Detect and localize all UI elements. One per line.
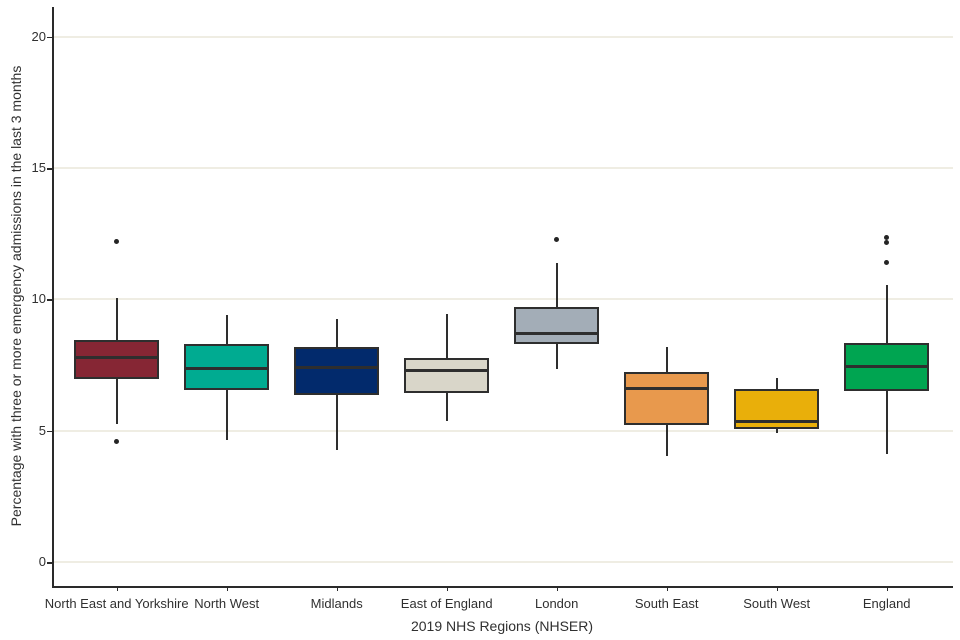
y-tick-mark xyxy=(47,430,52,433)
gridline-y-15 xyxy=(52,167,953,170)
gridline-y-10 xyxy=(52,298,953,301)
x-tick-mark xyxy=(336,586,339,591)
y-tick-mark xyxy=(47,562,52,564)
x-category-label-london: London xyxy=(534,596,579,611)
box-south-east xyxy=(624,371,710,426)
x-category-label-midlands: Midlands xyxy=(310,596,363,611)
y-tick-label: 0 xyxy=(38,554,46,569)
x-tick-mark xyxy=(116,586,119,591)
median-london xyxy=(514,332,600,336)
x-tick-mark xyxy=(556,586,559,591)
x-tick-mark xyxy=(886,586,889,591)
x-axis-line xyxy=(52,586,953,588)
x-category-label-south-west: South West xyxy=(743,596,811,611)
box-north-west xyxy=(184,344,270,390)
y-tick-mark xyxy=(47,168,52,170)
median-east-of-england xyxy=(404,368,490,372)
gridline-y-20 xyxy=(52,35,953,38)
x-tick-mark xyxy=(226,586,229,591)
x-category-label-north-east-and-yorkshire: North East and Yorkshire xyxy=(44,596,189,611)
x-tick-mark xyxy=(776,586,779,591)
box-east-of-england xyxy=(404,358,490,393)
x-axis-title: 2019 NHS Regions (NHSER) xyxy=(410,618,594,634)
x-category-label-south-east: South East xyxy=(634,596,699,611)
median-england xyxy=(844,364,930,368)
median-south-west xyxy=(734,420,820,423)
gridline-y-5 xyxy=(52,429,953,432)
outlier-england xyxy=(884,235,890,241)
box-north-east-and-yorkshire xyxy=(74,340,160,380)
x-tick-mark xyxy=(666,586,669,591)
outlier-england xyxy=(884,240,890,246)
box-south-west xyxy=(734,388,820,430)
x-tick-mark xyxy=(446,586,449,591)
median-north-east-and-yorkshire xyxy=(74,355,160,359)
y-tick-label: 5 xyxy=(38,422,46,438)
y-tick-label: 15 xyxy=(31,160,46,176)
x-category-label-east-of-england: East of England xyxy=(400,596,493,611)
y-tick-mark xyxy=(47,36,52,39)
outlier-north-east-and-yorkshire xyxy=(114,438,120,444)
y-tick-mark xyxy=(47,299,52,301)
outlier-london xyxy=(554,236,560,242)
gridline-y-0 xyxy=(52,561,953,563)
median-north-west xyxy=(184,367,270,371)
median-south-east xyxy=(624,387,710,391)
x-category-label-north-west: North West xyxy=(194,596,260,611)
median-midlands xyxy=(294,366,380,370)
y-tick-label: 10 xyxy=(31,291,46,307)
box-london xyxy=(514,307,600,345)
x-category-label-england: England xyxy=(862,596,911,611)
outlier-north-east-and-yorkshire xyxy=(114,239,120,245)
outlier-england xyxy=(884,260,890,266)
y-axis-line xyxy=(52,7,54,586)
y-tick-label: 20 xyxy=(31,28,46,44)
box-midlands xyxy=(294,346,380,396)
